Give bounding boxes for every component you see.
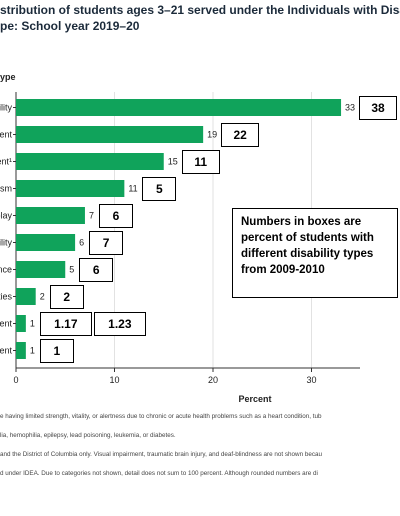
bar-7: [16, 288, 36, 305]
boxed-value-6: 6: [79, 257, 114, 282]
bar-0: [16, 99, 342, 116]
boxed-value-0: 38: [359, 95, 398, 120]
footnote-4: d under IDEA. Due to categories not show…: [0, 470, 318, 477]
title-line-1: stribution of students ages 3–21 served …: [0, 3, 400, 17]
footnote-3: and the District of Columbia only. Visua…: [0, 451, 323, 458]
category-label-4: play: [0, 211, 12, 221]
bar-3: [16, 180, 125, 197]
x-tick-label-2: 20: [208, 375, 218, 385]
value-label-2: 15: [168, 157, 178, 167]
value-label-1: 19: [207, 130, 217, 140]
category-label-5: ility: [0, 238, 12, 248]
category-label-0: ility: [0, 103, 12, 113]
title-line-2: pe: School year 2019–20: [0, 19, 140, 33]
value-label-4: 7: [89, 211, 94, 221]
bar-chart: ility33ent19ent¹15sm11play7ility6nce5iti…: [0, 92, 360, 404]
category-label-6: nce: [0, 265, 12, 275]
x-tick-label-1: 10: [109, 375, 119, 385]
bar-9: [16, 342, 26, 359]
boxed-value-1: 22: [221, 122, 260, 147]
bar-4: [16, 207, 85, 224]
boxed-value-3: 5: [142, 176, 177, 201]
boxed-value-5: 7: [89, 230, 124, 255]
footnote-2: lia, hemophilia, epilepsy, lead poisonin…: [0, 432, 176, 439]
value-label-5: 6: [79, 238, 84, 248]
value-label-9: 1: [30, 346, 35, 356]
boxed-value-2: 11: [181, 149, 220, 174]
category-label-3: sm: [0, 184, 12, 194]
x-axis-title: Percent: [238, 394, 271, 404]
category-label-9: ent: [0, 346, 12, 356]
value-label-7: 2: [40, 292, 45, 302]
bar-2: [16, 153, 164, 170]
value-label-6: 5: [69, 265, 74, 275]
footnote-1: e having limited strength, vitality, or …: [0, 413, 322, 420]
x-tick-label-3: 30: [306, 375, 316, 385]
boxed-value-4: 6: [98, 203, 133, 228]
bar-6: [16, 261, 66, 278]
footnotes: e having limited strength, vitality, or …: [0, 412, 400, 488]
boxed-value-8-1: 1.23: [93, 311, 146, 336]
bar-1: [16, 126, 204, 143]
bar-5: [16, 234, 76, 251]
value-label-8: 1: [30, 319, 35, 329]
bar-8: [16, 315, 26, 332]
boxed-value-7: 2: [49, 284, 84, 309]
value-label-0: 33: [345, 103, 355, 113]
category-label-8: ent: [0, 319, 12, 329]
y-axis-title: ype: [0, 72, 16, 82]
chart-title: stribution of students ages 3–21 served …: [0, 2, 400, 34]
boxed-value-8-0: 1.17: [39, 311, 92, 336]
annotation-note-box: Numbers in boxes are percent of students…: [232, 208, 398, 298]
category-label-7: ities: [0, 292, 12, 302]
value-label-3: 11: [128, 184, 137, 194]
x-tick-label-0: 0: [13, 375, 18, 385]
boxed-value-9: 1: [39, 338, 74, 363]
category-label-1: ent: [0, 130, 12, 140]
